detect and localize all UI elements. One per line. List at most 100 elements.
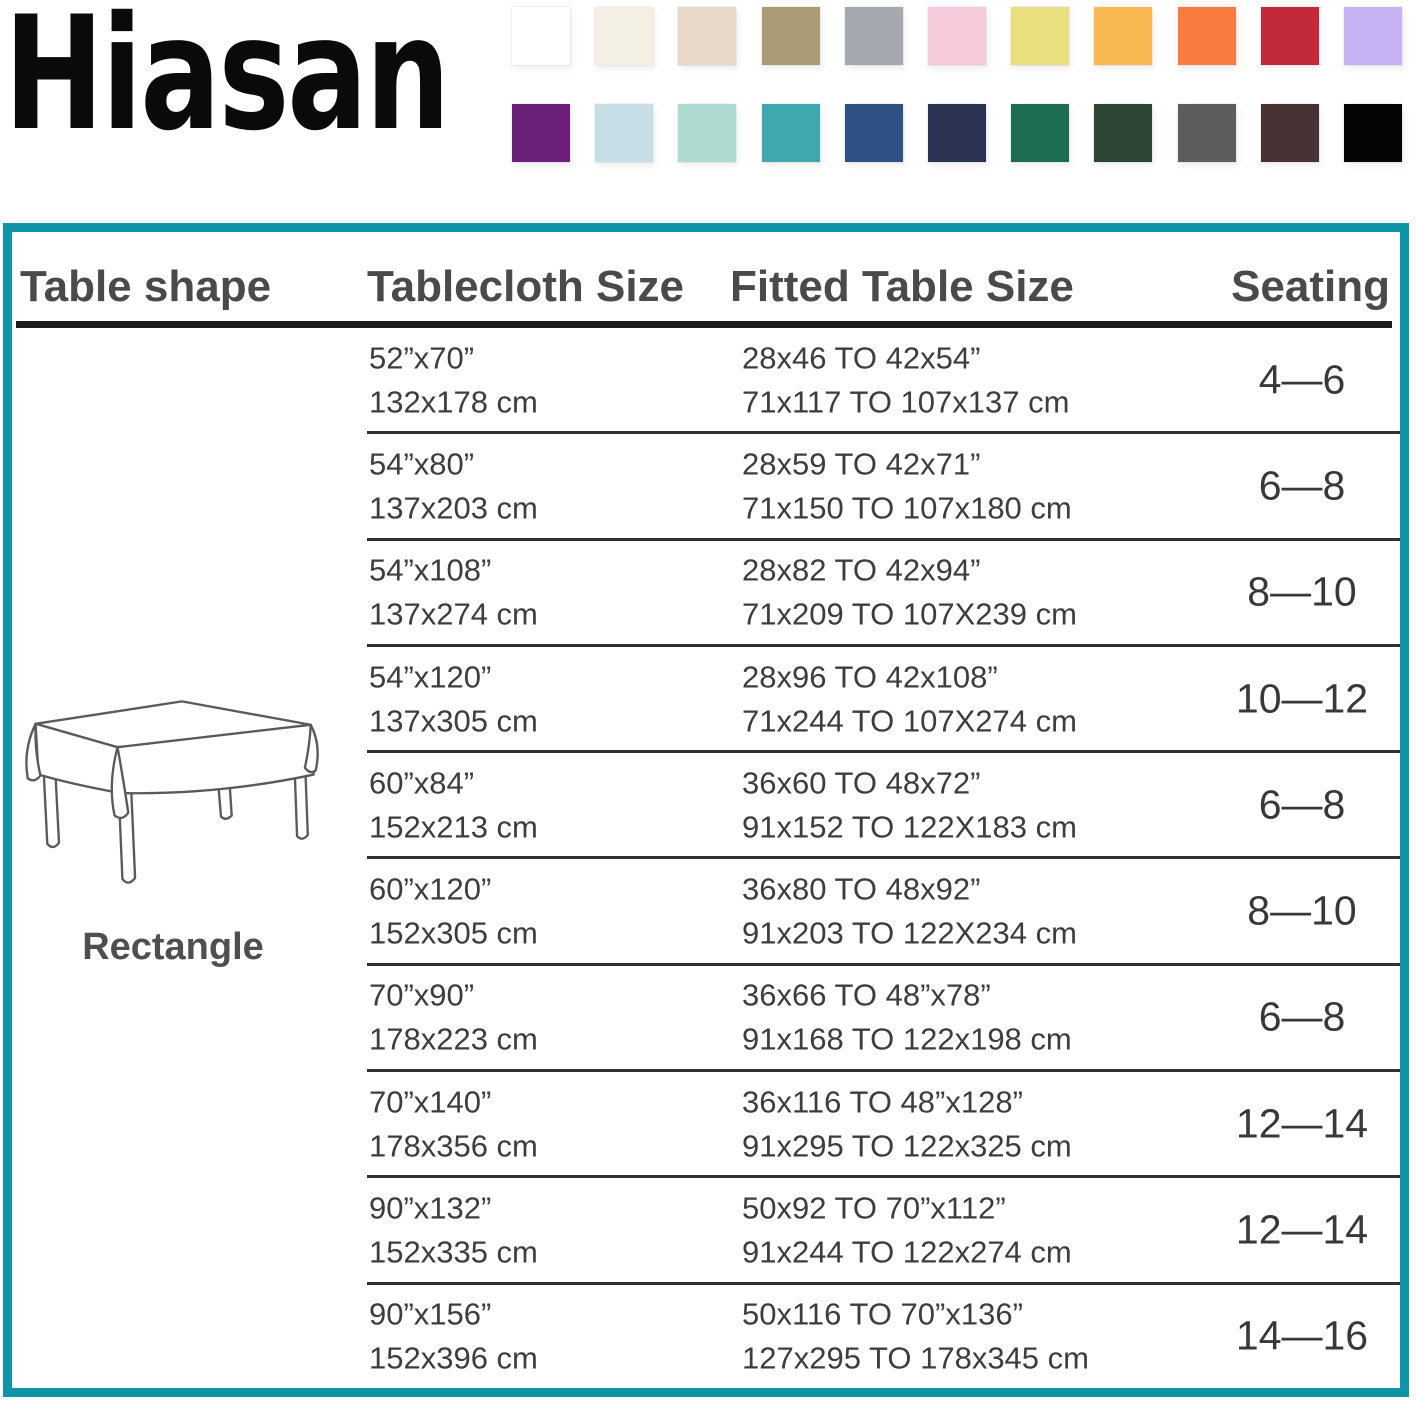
size-row: 52”x70” 132x178 cm 28x46 TO 42x54” 71x11… bbox=[367, 328, 1400, 435]
size-cm: 137x274 cm bbox=[369, 596, 538, 632]
fitted-cm: 91x295 TO 122x325 cm bbox=[742, 1128, 1072, 1164]
size-row: 54”x80” 137x203 cm 28x59 TO 42x71” 71x15… bbox=[367, 434, 1400, 541]
color-swatch-yellow bbox=[1011, 7, 1070, 65]
size-inches: 70”x90” bbox=[369, 977, 475, 1013]
size-inches: 70”x140” bbox=[369, 1084, 492, 1120]
color-swatch-white bbox=[512, 7, 570, 65]
size-chart-table: Table shape Tablecloth Size Fitted Table… bbox=[3, 223, 1409, 1397]
size-row: 70”x140” 178x356 cm 36x116 TO 48”x128” 9… bbox=[367, 1072, 1400, 1179]
fitted-cm: 71x244 TO 107X274 cm bbox=[742, 703, 1077, 739]
shape-label: Rectangle bbox=[82, 926, 264, 968]
tablecloth-size-cell: 52”x70” 132x178 cm bbox=[369, 342, 538, 417]
fitted-size-cell: 28x82 TO 42x94” 71x209 TO 107X239 cm bbox=[742, 555, 1077, 630]
fitted-inches: 28x82 TO 42x94” bbox=[742, 552, 981, 588]
fitted-inches: 36x60 TO 48x72” bbox=[742, 765, 981, 801]
fitted-size-cell: 36x116 TO 48”x128” 91x295 TO 122x325 cm bbox=[742, 1086, 1072, 1161]
color-swatch-palette bbox=[512, 7, 1402, 162]
tablecloth-size-cell: 54”x120” 137x305 cm bbox=[369, 661, 538, 736]
fitted-inches: 50x92 TO 70”x112” bbox=[742, 1190, 1006, 1226]
seating-cell: 4—6 bbox=[1258, 356, 1346, 403]
fitted-inches: 28x59 TO 42x71” bbox=[742, 446, 981, 482]
swatch-row-2 bbox=[512, 104, 1402, 162]
size-cm: 178x223 cm bbox=[369, 1021, 538, 1057]
size-row: 60”x120” 152x305 cm 36x80 TO 48x92” 91x2… bbox=[367, 859, 1400, 966]
tablecloth-size-cell: 54”x80” 137x203 cm bbox=[369, 448, 538, 523]
size-inches: 54”x80” bbox=[369, 446, 475, 482]
size-cm: 152x213 cm bbox=[369, 809, 538, 845]
seating-cell: 8—10 bbox=[1247, 887, 1357, 934]
fitted-size-cell: 28x46 TO 42x54” 71x117 TO 107x137 cm bbox=[742, 342, 1069, 417]
color-swatch-brown bbox=[1260, 104, 1319, 162]
color-swatch-khaki bbox=[761, 7, 820, 65]
fitted-cm: 91x152 TO 122X183 cm bbox=[742, 809, 1077, 845]
color-swatch-grey bbox=[844, 7, 903, 65]
seating-cell: 12—14 bbox=[1235, 1100, 1369, 1147]
size-row: 70”x90” 178x223 cm 36x66 TO 48”x78” 91x1… bbox=[367, 966, 1400, 1073]
size-inches: 90”x156” bbox=[369, 1296, 492, 1332]
size-row: 54”x120” 137x305 cm 28x96 TO 42x108” 71x… bbox=[367, 647, 1400, 754]
color-swatch-black bbox=[1343, 104, 1402, 162]
tablecloth-size-cell: 60”x120” 152x305 cm bbox=[369, 874, 538, 949]
fitted-cm: 71x209 TO 107X239 cm bbox=[742, 596, 1077, 632]
size-inches: 60”x84” bbox=[369, 765, 475, 801]
header-seating: Seating bbox=[1231, 262, 1390, 311]
seating-cell: 14—16 bbox=[1235, 1312, 1369, 1359]
size-inches: 54”x120” bbox=[369, 659, 492, 695]
fitted-size-cell: 36x80 TO 48x92” 91x203 TO 122X234 cm bbox=[742, 874, 1077, 949]
color-swatch-dark-grey bbox=[1177, 104, 1236, 162]
size-cm: 152x396 cm bbox=[369, 1340, 538, 1376]
fitted-size-cell: 36x66 TO 48”x78” 91x168 TO 122x198 cm bbox=[742, 980, 1072, 1055]
fitted-cm: 71x150 TO 107x180 cm bbox=[742, 490, 1072, 526]
size-inches: 90”x132” bbox=[369, 1190, 492, 1226]
color-swatch-teal bbox=[761, 104, 820, 162]
tablecloth-size-cell: 60”x84” 152x213 cm bbox=[369, 767, 538, 842]
fitted-inches: 50x116 TO 70”x136” bbox=[742, 1296, 1023, 1332]
color-swatch-hunter-green bbox=[1094, 104, 1153, 162]
color-swatch-red bbox=[1260, 7, 1319, 65]
fitted-cm: 91x203 TO 122X234 cm bbox=[742, 915, 1077, 951]
size-row: 90”x132” 152x335 cm 50x92 TO 70”x112” 91… bbox=[367, 1178, 1400, 1285]
fitted-size-cell: 28x96 TO 42x108” 71x244 TO 107X274 cm bbox=[742, 661, 1077, 736]
header-underline bbox=[16, 321, 1392, 328]
size-cm: 152x305 cm bbox=[369, 915, 538, 951]
tablecloth-size-cell: 54”x108” 137x274 cm bbox=[369, 555, 538, 630]
header-tablecloth-size: Tablecloth Size bbox=[367, 262, 685, 311]
seating-cell: 12—14 bbox=[1235, 1206, 1369, 1253]
fitted-inches: 28x96 TO 42x108” bbox=[742, 659, 998, 695]
size-chart-inner: Table shape Tablecloth Size Fitted Table… bbox=[12, 232, 1400, 1388]
rectangle-table-icon bbox=[25, 700, 319, 884]
size-row: 90”x156” 152x396 cm 50x116 TO 70”x136” 1… bbox=[367, 1285, 1400, 1388]
size-cm: 137x203 cm bbox=[369, 490, 538, 526]
fitted-cm: 127x295 TO 178x345 cm bbox=[742, 1340, 1089, 1376]
fitted-cm: 91x168 TO 122x198 cm bbox=[742, 1021, 1072, 1057]
color-swatch-dark-navy bbox=[927, 104, 986, 162]
seating-cell: 10—12 bbox=[1235, 675, 1369, 722]
fitted-inches: 36x116 TO 48”x128” bbox=[742, 1084, 1023, 1120]
fitted-size-cell: 36x60 TO 48x72” 91x152 TO 122X183 cm bbox=[742, 767, 1077, 842]
color-swatch-pink bbox=[927, 7, 986, 65]
tablecloth-size-cell: 70”x90” 178x223 cm bbox=[369, 980, 538, 1055]
seating-cell: 6—8 bbox=[1258, 993, 1346, 1040]
tablecloth-size-cell: 70”x140” 178x356 cm bbox=[369, 1086, 538, 1161]
size-row: 54”x108” 137x274 cm 28x82 TO 42x94” 71x2… bbox=[367, 541, 1400, 647]
color-swatch-ivory bbox=[595, 7, 654, 65]
header-fitted-table-size: Fitted Table Size bbox=[730, 262, 1074, 311]
fitted-size-cell: 50x92 TO 70”x112” 91x244 TO 122x274 cm bbox=[742, 1193, 1072, 1268]
fitted-inches: 28x46 TO 42x54” bbox=[742, 340, 981, 376]
size-inches: 60”x120” bbox=[369, 871, 492, 907]
swatch-row-1 bbox=[512, 7, 1402, 65]
tablecloth-size-cell: 90”x156” 152x396 cm bbox=[369, 1299, 538, 1374]
size-cm: 178x356 cm bbox=[369, 1128, 538, 1164]
color-swatch-purple bbox=[512, 104, 570, 162]
color-swatch-aqua bbox=[678, 104, 737, 162]
header-table-shape: Table shape bbox=[20, 262, 272, 311]
seating-cell: 8—10 bbox=[1247, 568, 1357, 615]
size-cm: 132x178 cm bbox=[369, 384, 538, 420]
fitted-size-cell: 50x116 TO 70”x136” 127x295 TO 178x345 cm bbox=[742, 1299, 1089, 1374]
color-swatch-orange bbox=[1177, 7, 1236, 65]
brand-logo: Hiasan bbox=[4, 0, 450, 166]
color-swatch-green bbox=[1011, 104, 1070, 162]
color-swatch-navy-blue bbox=[844, 104, 903, 162]
size-cm: 152x335 cm bbox=[369, 1234, 538, 1270]
fitted-cm: 91x244 TO 122x274 cm bbox=[742, 1234, 1072, 1270]
